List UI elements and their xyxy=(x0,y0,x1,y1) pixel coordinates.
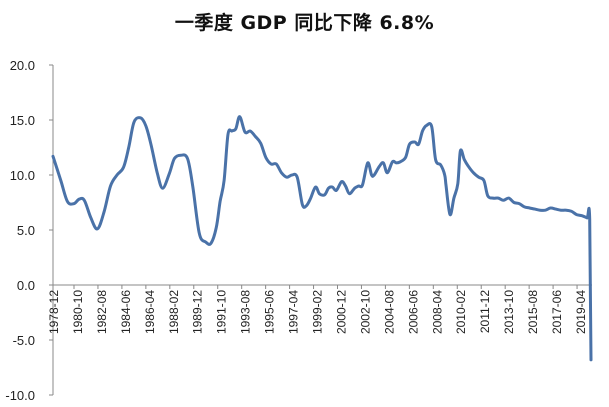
x-tick-label: 1999-02 xyxy=(311,290,325,334)
x-tick-label: 2008-04 xyxy=(430,290,444,334)
y-tick-label: 5.0 xyxy=(17,223,35,238)
chart-title: 一季度 GDP 同比下降 6.8% xyxy=(174,12,435,34)
x-tick-label: 2000-12 xyxy=(334,290,348,334)
y-tick-label: -10.0 xyxy=(5,388,35,403)
y-tick-label: 15.0 xyxy=(10,113,35,128)
x-tick-label: 1984-06 xyxy=(119,290,133,334)
y-tick-label: 0.0 xyxy=(17,278,35,293)
x-tick-label: 1978-12 xyxy=(47,290,61,334)
x-tick-label: 1986-04 xyxy=(143,290,157,334)
x-axis: 1978-12 1980-10 1982-08 1984-06 1986-04 1988-… xyxy=(47,284,592,334)
y-tick-label: 10.0 xyxy=(10,168,35,183)
x-tick-label: 2013-10 xyxy=(502,290,516,334)
x-tick-label: 1988-02 xyxy=(167,290,181,334)
x-tick-label: 2011-12 xyxy=(478,290,492,333)
y-tick-label: 20.0 xyxy=(10,58,35,73)
x-tick-label: 2015-08 xyxy=(526,290,540,334)
x-tick-label: 2006-06 xyxy=(406,290,420,334)
x-tick-label: 1995-06 xyxy=(263,290,277,334)
x-tick-label: 1991-10 xyxy=(215,290,229,334)
x-tick-label: 2019-04 xyxy=(574,290,588,334)
x-tick-label: 2017-06 xyxy=(550,290,564,334)
gdp-growth-line xyxy=(51,115,593,362)
y-tick-label: -5.0 xyxy=(13,333,35,348)
x-tick-label: 1982-08 xyxy=(95,290,109,334)
x-tick-label: 1980-10 xyxy=(71,290,85,334)
x-tick-label: 1993-08 xyxy=(239,290,253,334)
x-tick-label: 1989-12 xyxy=(191,290,205,334)
x-tick-label: 2002-10 xyxy=(358,290,372,334)
x-tick-label: 2004-08 xyxy=(382,290,396,334)
x-tick-label: 2010-02 xyxy=(454,290,468,334)
x-tick-label: 1997-04 xyxy=(287,290,301,334)
y-axis: 20.0 15.0 10.0 5.0 0.0 -5.0 -10.0 xyxy=(5,58,54,403)
